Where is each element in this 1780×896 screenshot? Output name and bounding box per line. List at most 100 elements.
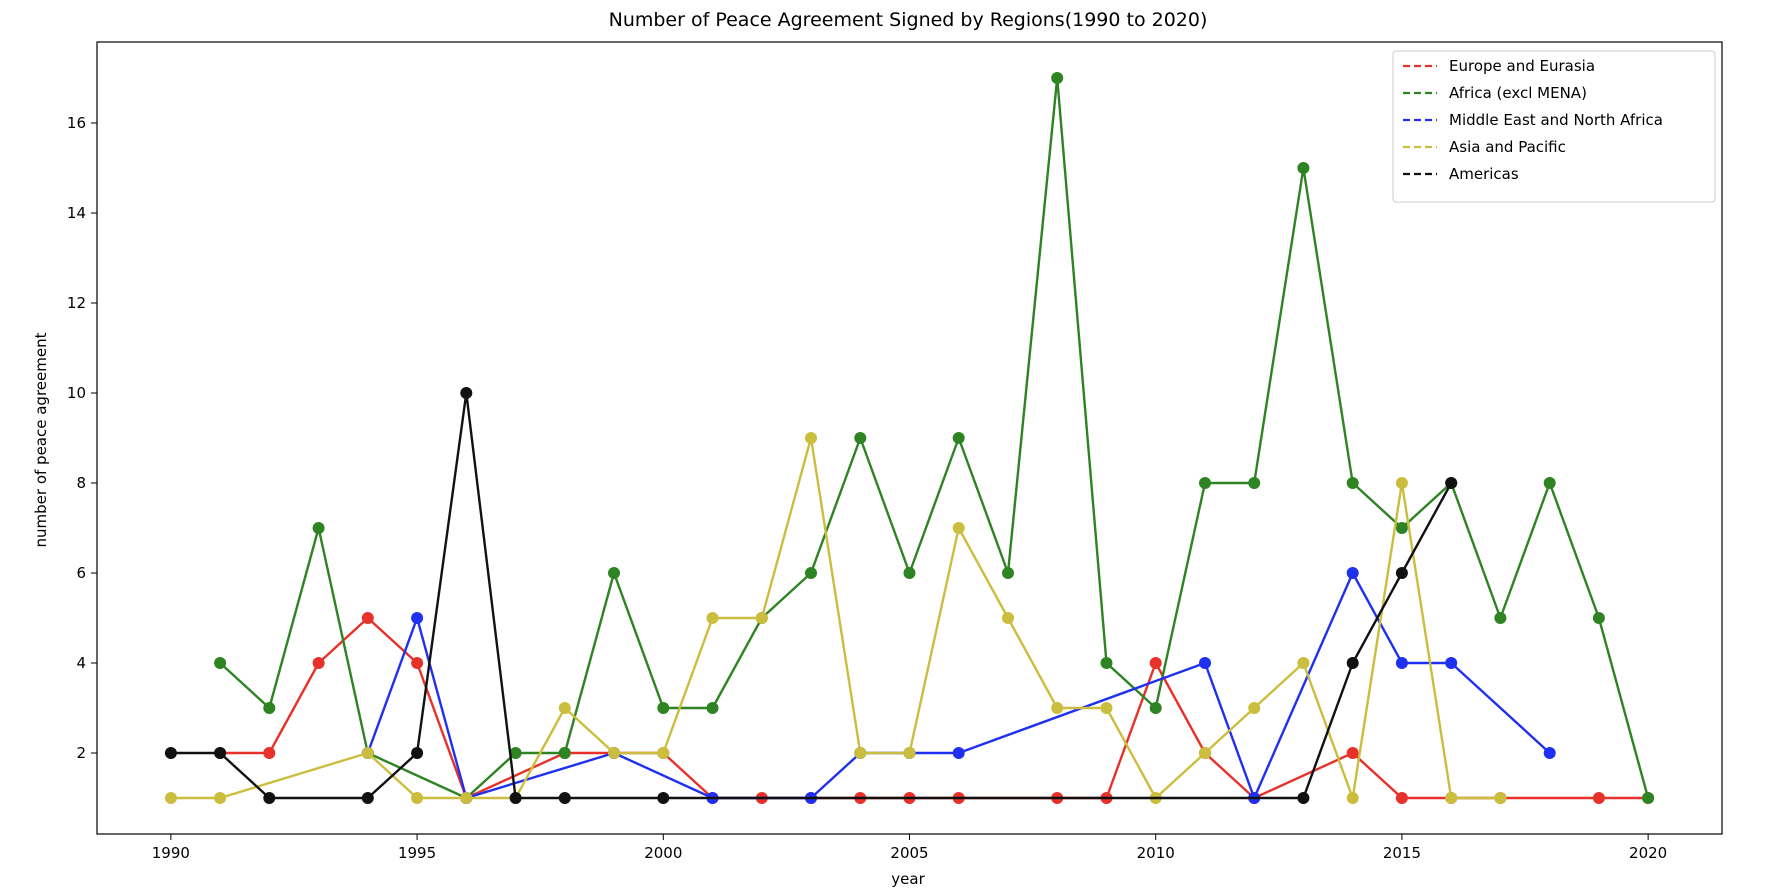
data-point bbox=[657, 747, 670, 759]
data-point bbox=[1592, 792, 1605, 804]
data-point bbox=[263, 792, 276, 804]
data-point bbox=[1395, 567, 1408, 579]
legend-label: Africa (excl MENA) bbox=[1449, 84, 1587, 102]
data-point bbox=[1346, 567, 1359, 579]
data-point bbox=[312, 522, 325, 534]
data-point bbox=[164, 747, 177, 759]
series-4 bbox=[164, 387, 1458, 804]
x-tick-label: 2005 bbox=[890, 844, 928, 862]
legend-box bbox=[1392, 50, 1716, 203]
data-point bbox=[805, 432, 817, 444]
data-point bbox=[1297, 792, 1310, 804]
data-point bbox=[411, 657, 424, 669]
y-tick-label: 8 bbox=[76, 474, 86, 492]
plot-area bbox=[164, 72, 1655, 804]
data-point bbox=[1346, 477, 1359, 489]
data-point bbox=[1445, 792, 1458, 804]
series-3 bbox=[164, 432, 1507, 804]
data-point bbox=[558, 792, 571, 804]
data-point bbox=[509, 792, 522, 804]
data-point bbox=[460, 387, 473, 399]
legend-label: Middle East and North Africa bbox=[1449, 111, 1663, 129]
data-point bbox=[608, 567, 620, 579]
data-point bbox=[460, 792, 473, 804]
data-point bbox=[1100, 657, 1113, 669]
data-point bbox=[706, 612, 719, 624]
y-tick-label: 4 bbox=[76, 654, 86, 672]
data-point bbox=[361, 747, 374, 759]
data-point bbox=[903, 747, 916, 759]
data-point bbox=[1445, 657, 1458, 669]
y-tick-label: 16 bbox=[67, 114, 86, 132]
data-point bbox=[952, 432, 965, 444]
legend: Europe and Eurasia Africa (excl MENA) Midd… bbox=[1392, 50, 1716, 203]
data-point bbox=[263, 702, 276, 714]
data-point bbox=[1100, 702, 1113, 714]
data-point bbox=[952, 522, 965, 534]
y-tick-label: 12 bbox=[67, 294, 86, 312]
data-point bbox=[1051, 72, 1064, 84]
y-tick-label: 14 bbox=[67, 204, 86, 222]
data-point bbox=[1592, 612, 1605, 624]
axes: 1990 1995 2000 2005 2010 2015 2020 2 4 6 8 10 12 14 16 bbox=[67, 41, 1723, 862]
data-point bbox=[411, 792, 424, 804]
data-point bbox=[903, 567, 916, 579]
data-point bbox=[805, 567, 817, 579]
data-point bbox=[558, 747, 571, 759]
data-point bbox=[1346, 792, 1359, 804]
data-point bbox=[755, 612, 768, 624]
data-point bbox=[1297, 657, 1310, 669]
data-point bbox=[411, 747, 424, 759]
data-point bbox=[1199, 657, 1211, 669]
x-tick-label: 1995 bbox=[398, 844, 436, 862]
y-tick-label: 2 bbox=[76, 744, 86, 762]
x-tick-label: 2015 bbox=[1383, 844, 1421, 862]
data-point bbox=[1248, 702, 1261, 714]
data-point bbox=[608, 747, 620, 759]
y-tick-label: 10 bbox=[67, 384, 86, 402]
data-point bbox=[1297, 162, 1310, 174]
x-tick-label: 2020 bbox=[1629, 844, 1667, 862]
legend-label: Europe and Eurasia bbox=[1449, 57, 1595, 75]
x-axis-label: year bbox=[891, 870, 925, 888]
x-tick-label: 1990 bbox=[152, 844, 190, 862]
data-point bbox=[558, 702, 571, 714]
data-point bbox=[706, 702, 719, 714]
data-point bbox=[1395, 477, 1408, 489]
data-point bbox=[1199, 747, 1211, 759]
data-point bbox=[1445, 477, 1458, 489]
data-point bbox=[1346, 747, 1359, 759]
data-point bbox=[952, 747, 965, 759]
data-point bbox=[1395, 522, 1408, 534]
data-point bbox=[1642, 792, 1655, 804]
data-point bbox=[1051, 702, 1064, 714]
data-point bbox=[214, 747, 227, 759]
data-point bbox=[1494, 612, 1507, 624]
data-point bbox=[1494, 792, 1507, 804]
data-point bbox=[1248, 477, 1261, 489]
data-point bbox=[1199, 477, 1211, 489]
data-point bbox=[1149, 702, 1162, 714]
data-point bbox=[1543, 747, 1556, 759]
data-point bbox=[1149, 657, 1162, 669]
data-point bbox=[1002, 612, 1014, 624]
data-point bbox=[411, 612, 424, 624]
y-tick-label: 6 bbox=[76, 564, 86, 582]
series-1 bbox=[214, 72, 1655, 804]
data-point bbox=[361, 792, 374, 804]
data-point bbox=[263, 747, 276, 759]
data-point bbox=[1002, 567, 1014, 579]
data-point bbox=[214, 792, 227, 804]
data-point bbox=[854, 747, 867, 759]
data-point bbox=[1543, 477, 1556, 489]
data-point bbox=[214, 657, 227, 669]
data-point bbox=[361, 612, 374, 624]
x-tick-label: 2000 bbox=[644, 844, 682, 862]
data-point bbox=[312, 657, 325, 669]
data-point bbox=[509, 747, 522, 759]
x-tick-label: 2010 bbox=[1137, 844, 1175, 862]
data-point bbox=[164, 792, 177, 804]
data-point bbox=[854, 432, 867, 444]
